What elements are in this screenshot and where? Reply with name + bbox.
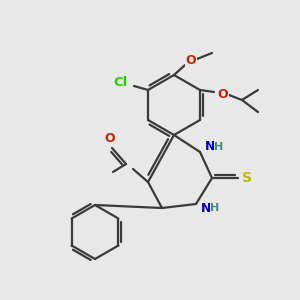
Text: O: O	[218, 88, 228, 100]
Text: N: N	[201, 202, 211, 214]
Text: N: N	[205, 140, 215, 154]
Text: O: O	[105, 133, 115, 146]
Text: O: O	[186, 53, 196, 67]
Text: H: H	[214, 142, 224, 152]
Text: S: S	[242, 171, 252, 185]
Text: H: H	[210, 203, 220, 213]
Text: Cl: Cl	[113, 76, 127, 88]
